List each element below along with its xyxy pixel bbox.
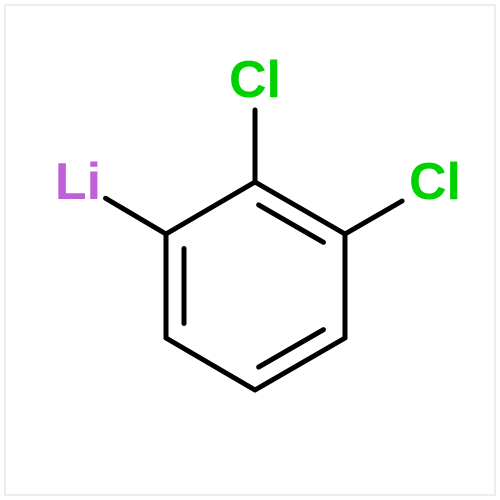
atom-label-cl_top: Cl: [229, 51, 281, 109]
atom-label-cl_right: Cl: [409, 153, 461, 211]
bond-layer: [106, 110, 403, 390]
bond-C1-Li: [106, 198, 166, 234]
bond-C2-C3-inner: [259, 205, 324, 242]
atom-label-li: Li: [55, 153, 101, 211]
bond-C4-C5-inner: [259, 330, 324, 367]
bond-C3-Cl_right: [345, 201, 402, 234]
atom-label-layer: Cl Cl Li: [55, 51, 461, 211]
molecule-diagram: Cl Cl Li: [0, 0, 500, 500]
bond-C1-C2: [166, 182, 255, 234]
bond-C5-C6: [166, 338, 255, 390]
